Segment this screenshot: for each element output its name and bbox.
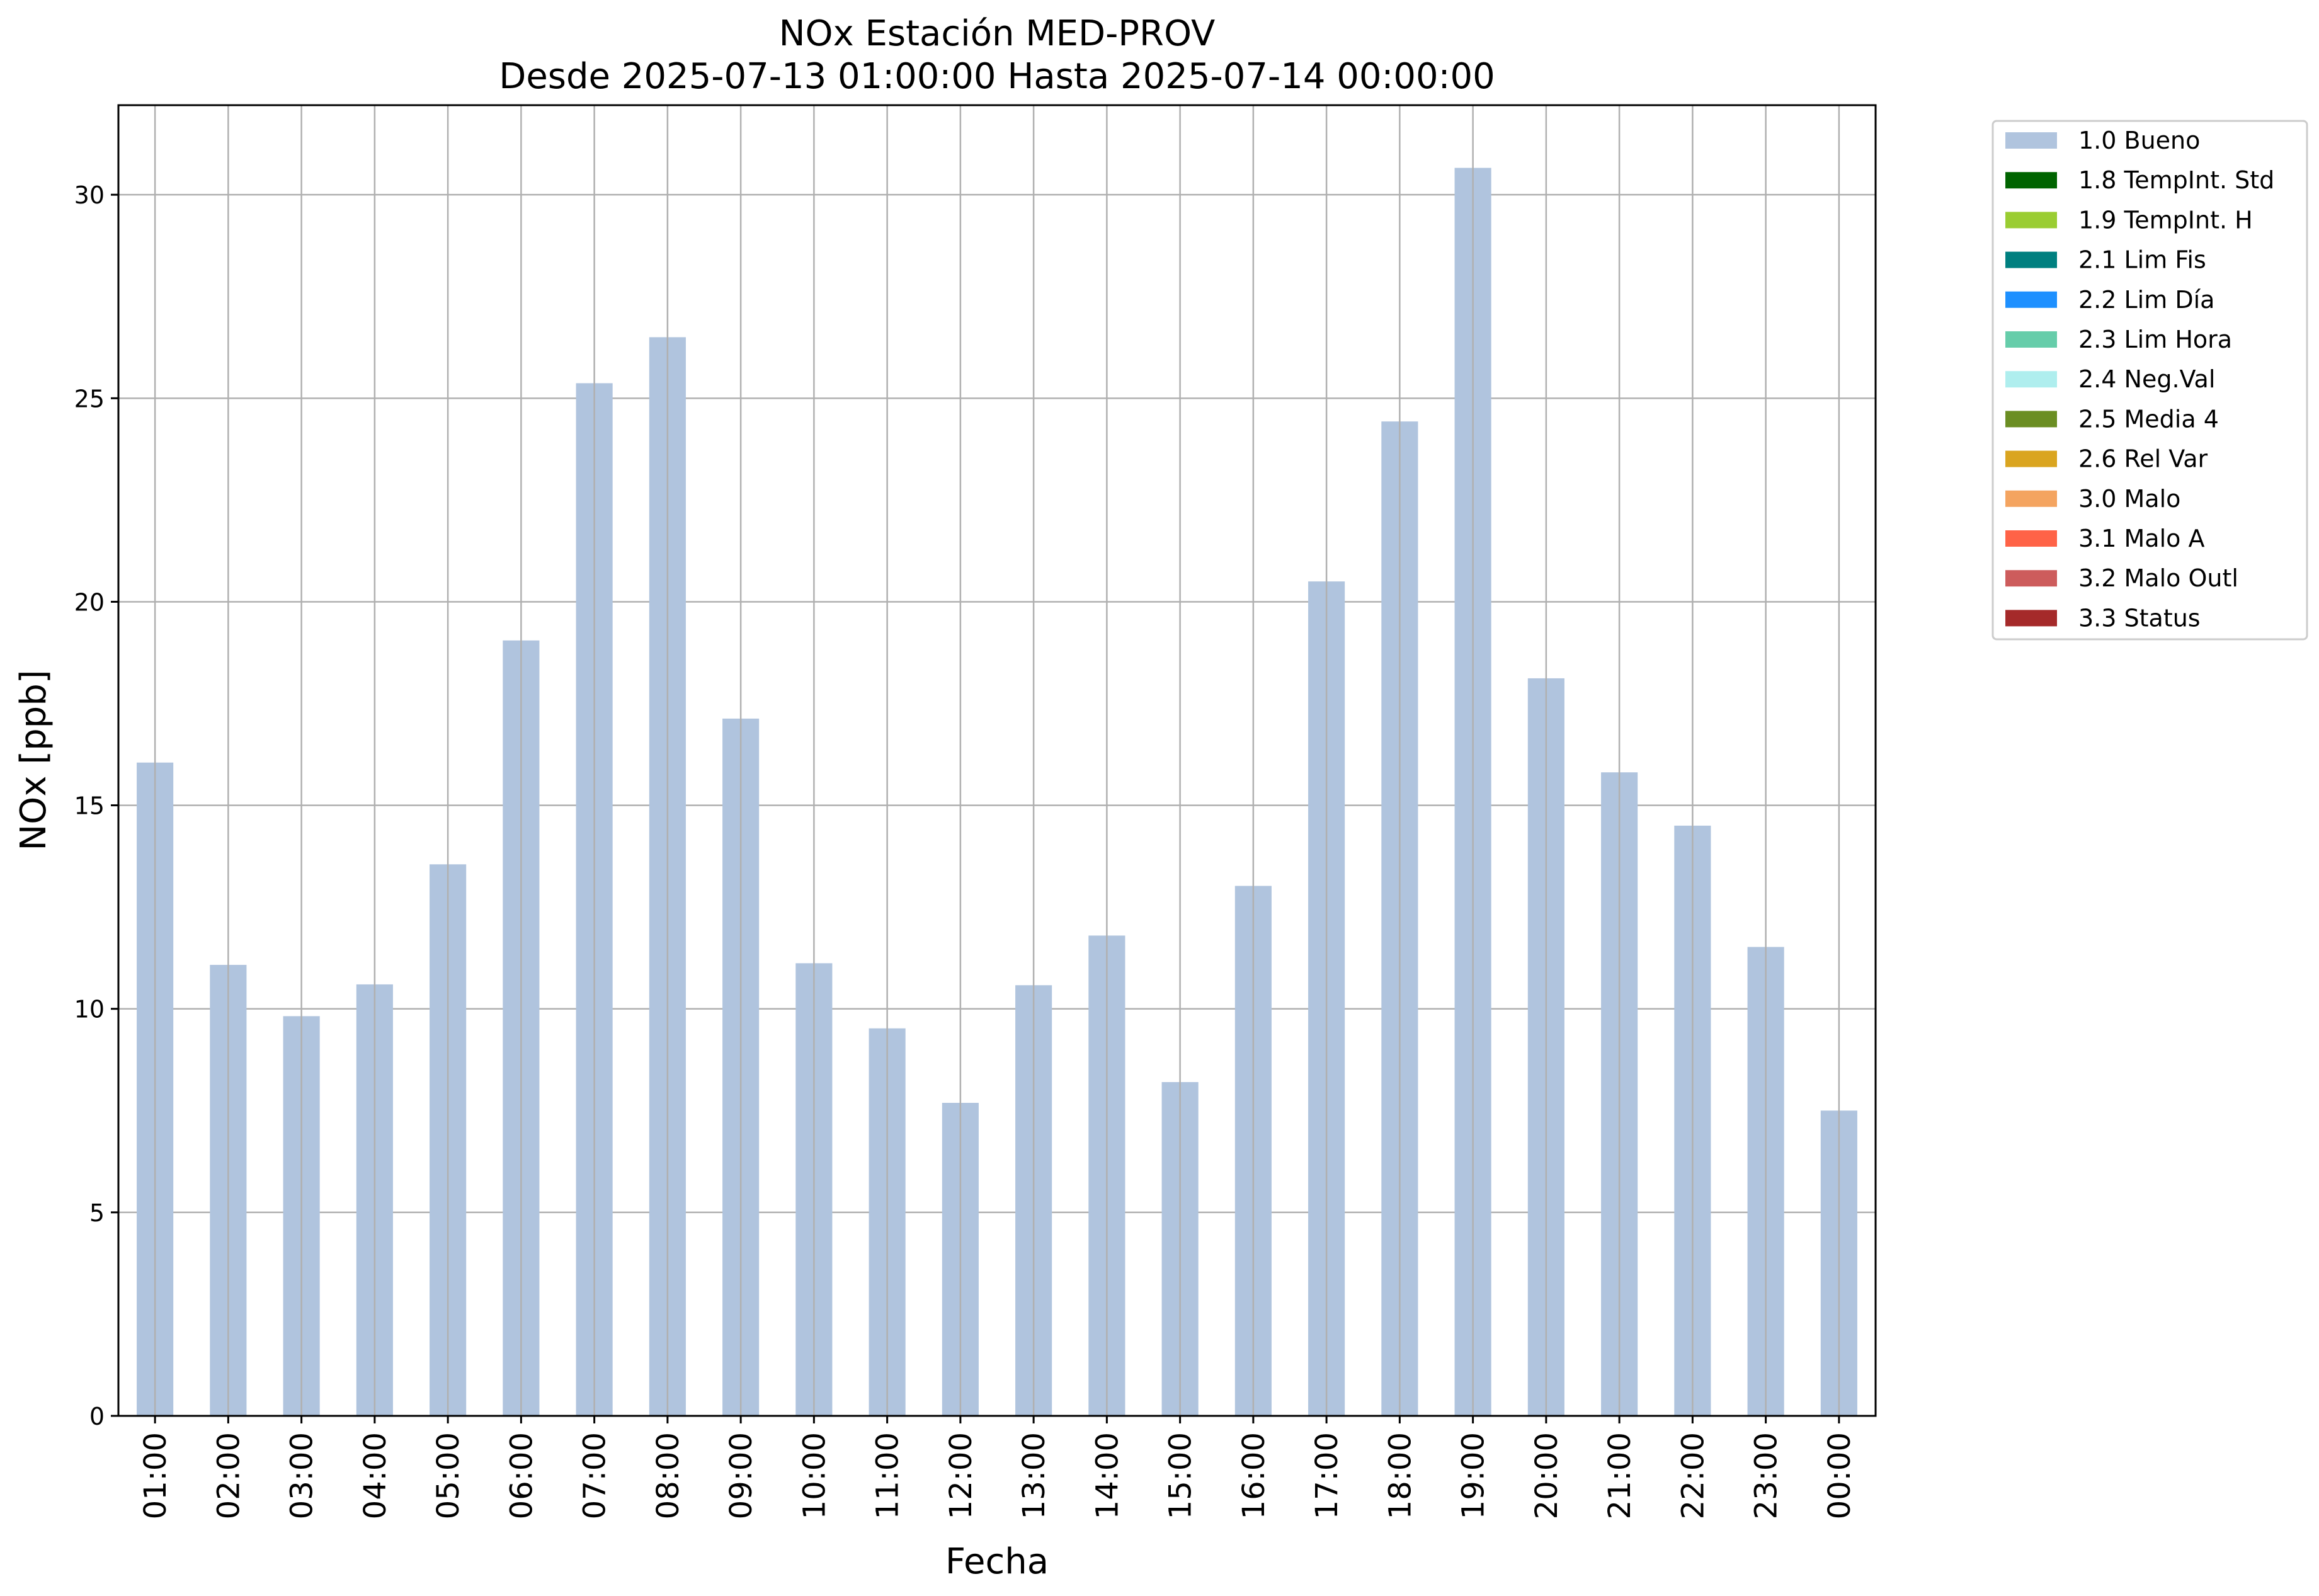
x-tick-label: 17:00 (1309, 1432, 1345, 1519)
y-axis-ticks: 0 5 10 15 20 25 30 (74, 181, 118, 1430)
x-tick-label: 22:00 (1675, 1432, 1711, 1519)
x-tick-label: 02:00 (211, 1432, 246, 1519)
legend-label: 2.4 Neg.Val (2078, 365, 2215, 393)
legend-swatch (2005, 291, 2057, 308)
x-tick-label: 13:00 (1017, 1432, 1052, 1519)
legend-label: 1.9 TempInt. H (2078, 206, 2253, 234)
legend-label: 1.0 Bueno (2078, 127, 2200, 154)
x-tick-label: 08:00 (651, 1432, 686, 1519)
legend-swatch (2005, 450, 2057, 467)
grid-lines (118, 193, 1876, 1417)
x-tick-label: 04:00 (358, 1432, 393, 1519)
x-tick-label: 16:00 (1236, 1432, 1272, 1519)
vertical-grid-lines (154, 105, 1840, 1416)
x-tick-label: 09:00 (724, 1432, 759, 1519)
y-tick-label: 5 (89, 1199, 105, 1227)
legend-swatch (2005, 371, 2057, 388)
x-tick-label: 00:00 (1822, 1432, 1857, 1519)
x-tick-label: 11:00 (870, 1432, 906, 1519)
x-tick-label: 19:00 (1456, 1432, 1491, 1519)
legend-swatch (2005, 172, 2057, 189)
y-tick-label: 0 (89, 1403, 105, 1430)
x-tick-label: 06:00 (504, 1432, 539, 1519)
legend: 1.0 Bueno 1.8 TempInt. Std 1.9 TempInt. H 2… (1991, 120, 2308, 641)
legend-label: 3.2 Malo Outl (2078, 564, 2238, 592)
y-tick-label: 15 (74, 792, 105, 820)
legend-swatch (2005, 132, 2057, 149)
x-axis-label: Fecha (945, 1541, 1049, 1582)
legend-swatch (2005, 610, 2057, 627)
chart-subtitle: Desde 2025-07-13 01:00:00 Hasta 2025-07-… (499, 56, 1495, 97)
legend-label: 3.3 Status (2078, 604, 2201, 632)
legend-label: 2.2 Lim Día (2078, 286, 2214, 314)
y-tick-label: 10 (74, 996, 105, 1023)
legend-label: 3.0 Malo (2078, 485, 2180, 513)
legend-label: 2.3 Lim Hora (2078, 326, 2232, 353)
x-tick-label: 10:00 (797, 1432, 832, 1519)
legend-swatch (2005, 530, 2057, 547)
x-tick-label: 18:00 (1382, 1432, 1418, 1519)
x-tick-label: 20:00 (1529, 1432, 1564, 1519)
x-tick-label: 21:00 (1602, 1432, 1638, 1519)
x-tick-label: 05:00 (431, 1432, 466, 1519)
x-tick-label: 03:00 (285, 1432, 320, 1519)
legend-label: 2.6 Rel Var (2078, 445, 2208, 473)
plot-frame (117, 104, 1877, 1417)
legend-swatch (2005, 251, 2057, 268)
x-tick-label: 12:00 (943, 1432, 979, 1519)
legend-swatch (2005, 212, 2057, 229)
legend-swatch (2005, 490, 2057, 507)
legend-label: 3.1 Malo A (2078, 525, 2204, 552)
y-tick-label: 20 (74, 588, 105, 616)
y-tick-label: 25 (74, 385, 105, 413)
chart-title: NOx Estación MED-PROV (779, 13, 1216, 54)
legend-box (1991, 120, 2308, 641)
legend-label: 2.5 Media 4 (2078, 405, 2219, 433)
x-tick-label: 07:00 (578, 1432, 613, 1519)
legend-swatch (2005, 570, 2057, 587)
x-tick-label: 14:00 (1090, 1432, 1125, 1519)
legend-label: 1.8 TempInt. Std (2078, 166, 2274, 194)
x-tick-label: 15:00 (1163, 1432, 1199, 1519)
bars (137, 168, 1857, 1416)
legend-swatch (2005, 331, 2057, 348)
legend-label: 2.1 Lim Fis (2078, 246, 2206, 274)
x-tick-label: 01:00 (138, 1432, 173, 1519)
y-axis-label: NOx [ppb] (13, 670, 54, 850)
x-axis-ticks: 01:00 02:00 03:00 04:00 05:00 06:00 07:00 08:00… (138, 1416, 1857, 1519)
legend-swatch (2005, 411, 2057, 428)
y-tick-label: 30 (74, 181, 105, 209)
x-tick-label: 23:00 (1749, 1432, 1784, 1519)
